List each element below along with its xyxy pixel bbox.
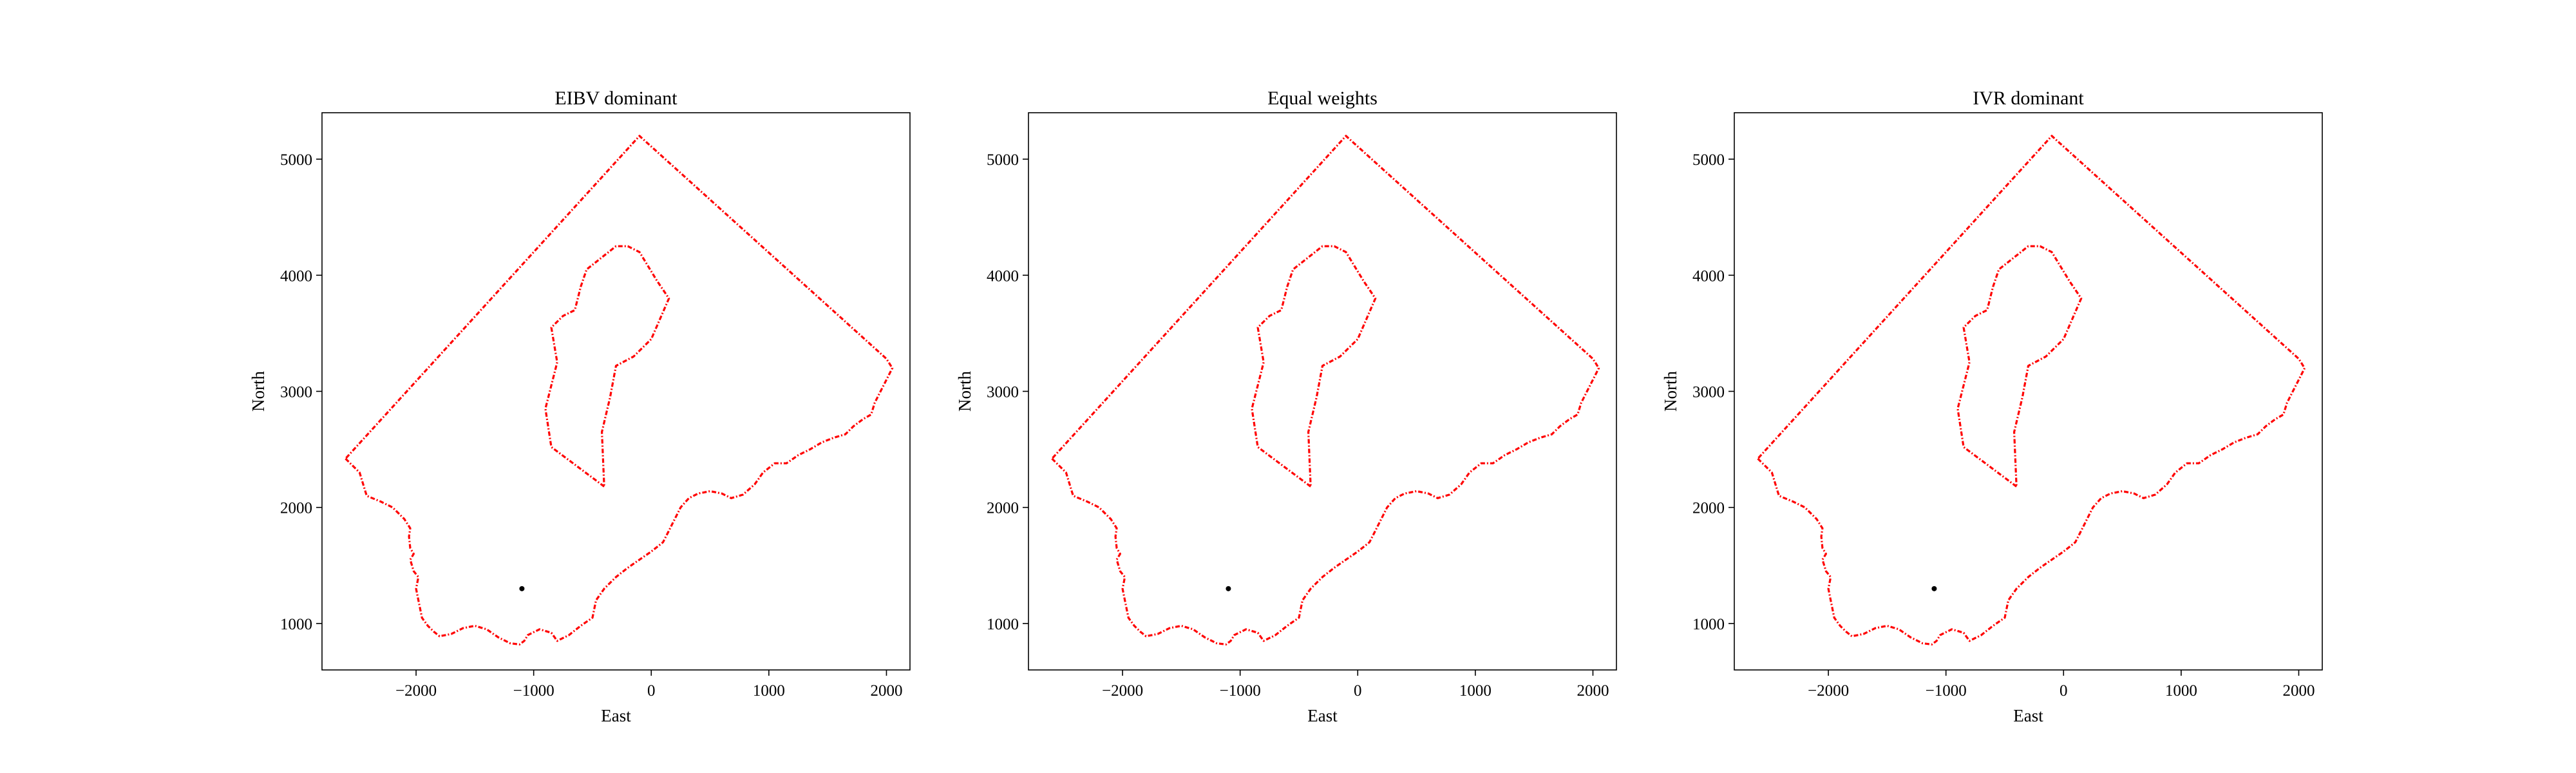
x-tick-label: 2000 — [1577, 682, 1609, 700]
x-tick-label: 1000 — [2165, 682, 2197, 700]
panel-ivr-dominant: IVR dominant East North −2000 −1000 0 1000 2… — [1661, 88, 2323, 725]
y-axis-label: North — [249, 371, 268, 412]
plot-frame — [1028, 112, 1617, 671]
x-tick-label: 2000 — [870, 682, 902, 700]
x-tick-label: −1000 — [513, 682, 554, 700]
panel-title: IVR dominant — [1973, 88, 2084, 109]
y-tick-label: 5000 — [987, 151, 1019, 169]
location-point — [519, 586, 525, 591]
x-tick-label: −1000 — [1220, 682, 1261, 700]
plot-frame — [321, 112, 911, 671]
inner-boundary-line — [1251, 245, 1377, 488]
x-axis-label: East — [601, 706, 631, 725]
x-tick-label: 1000 — [753, 682, 785, 700]
y-tick-label: 5000 — [1692, 151, 1725, 169]
x-tick-label: −1000 — [1926, 682, 1967, 700]
x-axis-label: East — [2013, 706, 2043, 725]
y-tick-label: 2000 — [987, 500, 1019, 517]
y-tick-label: 4000 — [280, 267, 312, 285]
x-tick-label: 0 — [647, 682, 656, 700]
x-tick-label: 0 — [2060, 682, 2068, 700]
y-tick-label: 1000 — [987, 616, 1019, 633]
outer-boundary-line — [1051, 135, 1600, 646]
location-point — [1226, 586, 1231, 591]
inner-boundary-line — [544, 245, 670, 488]
panel-title: EIBV dominant — [554, 88, 677, 109]
plot-frame — [1734, 112, 2323, 671]
panel-title: Equal weights — [1267, 88, 1378, 109]
panel-eibv-dominant: EIBV dominant East North −2000 −1000 0 1000… — [249, 88, 911, 725]
x-tick-label: 0 — [1354, 682, 1362, 700]
y-tick-label: 3000 — [280, 384, 312, 401]
y-tick-label: 3000 — [987, 384, 1019, 401]
inner-boundary-line — [1956, 245, 2083, 488]
x-tick-label: −2000 — [1102, 682, 1143, 700]
x-tick-label: 1000 — [1459, 682, 1492, 700]
x-axis-label: East — [1307, 706, 1338, 725]
y-tick-label: 2000 — [1692, 500, 1725, 517]
y-tick-label: 1000 — [280, 616, 312, 633]
y-tick-label: 3000 — [1692, 384, 1725, 401]
panel-equal-weights: Equal weights East North −2000 −1000 0 1000… — [955, 88, 1617, 725]
y-axis-label: North — [1661, 371, 1680, 412]
outer-boundary-line — [1757, 135, 2306, 646]
y-tick-label: 4000 — [987, 267, 1019, 285]
y-tick-label: 1000 — [1692, 616, 1725, 633]
y-tick-label: 4000 — [1692, 267, 1725, 285]
x-tick-label: −2000 — [395, 682, 437, 700]
y-axis-label: North — [955, 371, 974, 412]
y-tick-label: 2000 — [280, 500, 312, 517]
x-tick-label: −2000 — [1808, 682, 1849, 700]
y-tick-label: 5000 — [280, 151, 312, 169]
x-tick-label: 2000 — [2282, 682, 2315, 700]
location-point — [1931, 586, 1937, 591]
outer-boundary-line — [345, 135, 894, 646]
